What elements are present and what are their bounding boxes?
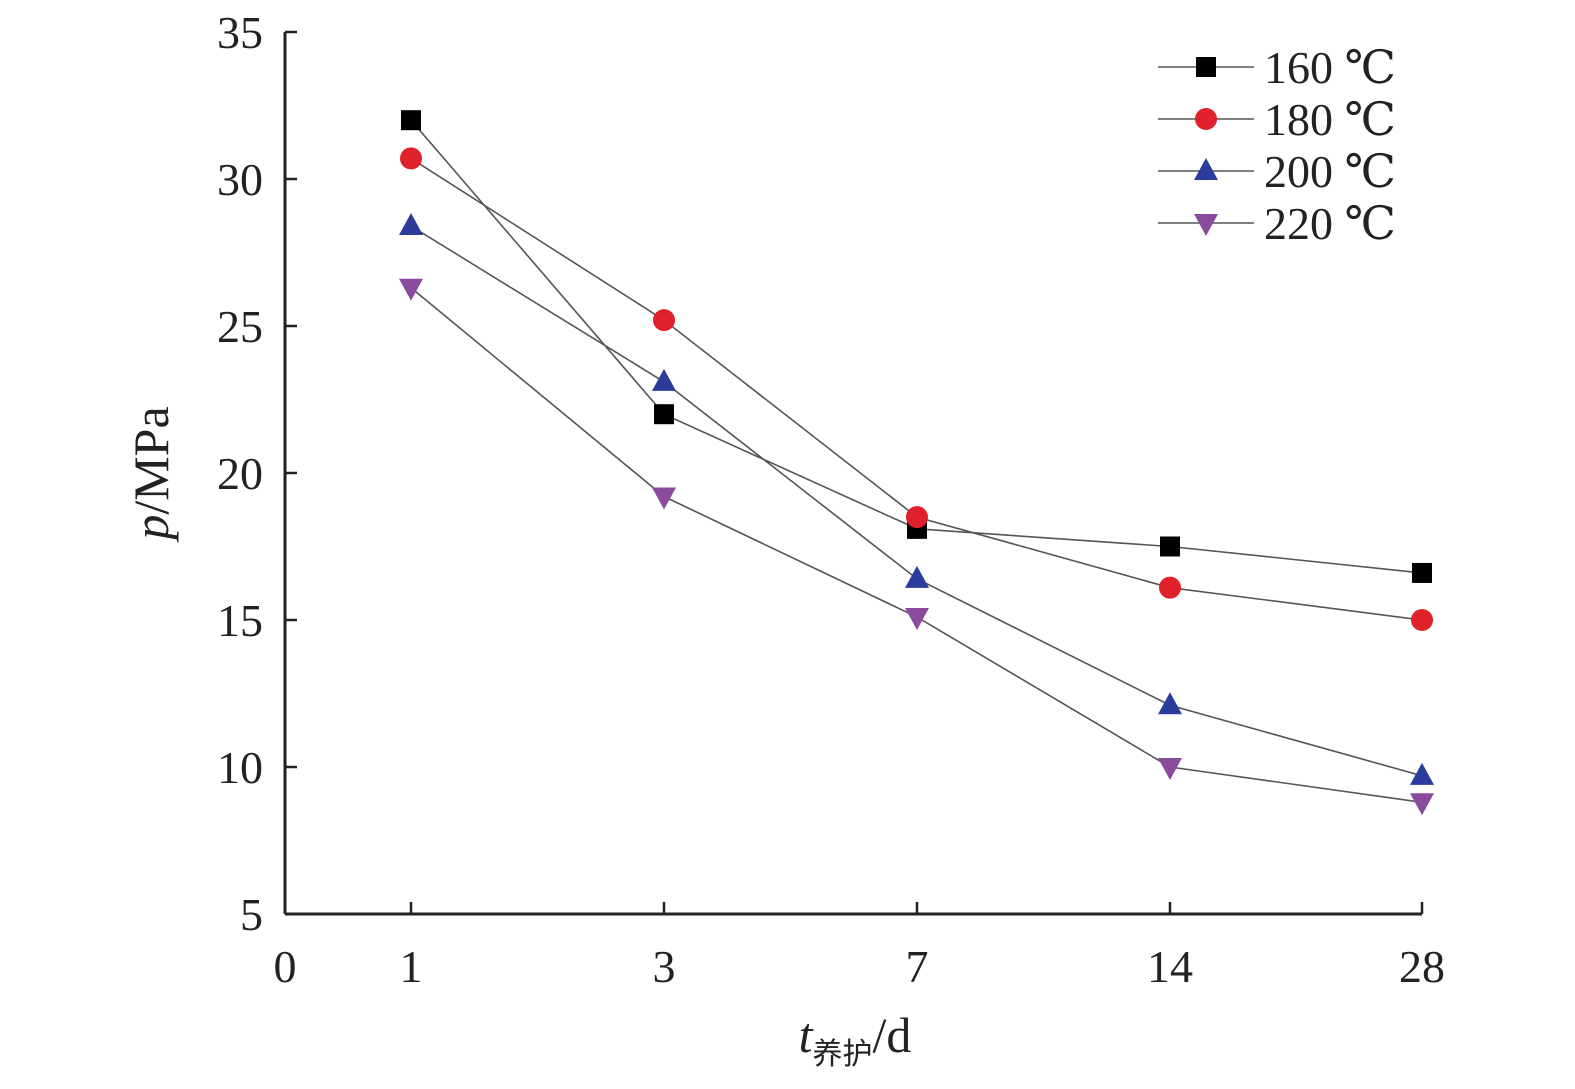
legend-marker [1194,214,1218,236]
series-4 [399,278,1434,816]
series-3 [399,213,1434,785]
y-tick-label: 30 [217,154,263,205]
data-point [906,506,928,529]
data-point [1160,536,1180,557]
x-tick-label: 14 [1147,941,1193,992]
legend-label: 180 ℃ [1264,94,1396,145]
legend-label: 220 ℃ [1264,198,1396,249]
data-point [1411,609,1433,631]
legend-item: 200 ℃ [1158,146,1396,197]
legend-item: 180 ℃ [1158,94,1396,145]
legend-marker [1196,57,1216,77]
data-point [1410,793,1434,816]
series-layer [399,110,1434,816]
x-axis-variable: t [799,1007,814,1063]
x-tick-label: 1 [400,941,423,992]
y-tick-label: 25 [217,301,263,352]
legend-marker [1195,108,1217,130]
legend-item: 220 ℃ [1158,198,1396,249]
series-line [410,287,1423,804]
data-point [1158,758,1182,780]
data-point [399,278,423,301]
data-point [400,147,422,170]
x-tick-label: 3 [653,941,676,992]
y-tick-label: 15 [217,595,263,646]
data-point [1410,762,1434,785]
axes: 5 10 15 20 25 30 35 0 1 3 7 14 28 [217,7,1445,992]
y-axis-variable: p [123,515,179,543]
y-tick-label: 5 [240,889,263,940]
series-2 [400,147,1433,631]
data-point [399,213,423,236]
data-point [652,487,676,510]
data-point [905,608,929,631]
y-tick-label: 35 [217,7,263,58]
legend-marker [1194,158,1218,180]
x-tick-label: 28 [1399,941,1445,992]
legend-label: 160 ℃ [1264,42,1396,93]
legend-label: 200 ℃ [1264,146,1396,197]
y-axis-unit: /MPa [123,406,179,514]
x-axis-subscript: 养护 [813,1038,873,1071]
y-tick-label: 10 [217,742,263,793]
legend-item: 160 ℃ [1158,42,1396,93]
x-origin-label: 0 [274,941,297,992]
y-tick-label: 20 [217,448,263,499]
x-axis-title: t养护/d [799,1007,912,1071]
data-point [653,309,675,332]
data-point [654,404,674,425]
data-point [1412,562,1432,583]
data-point [401,110,421,131]
x-axis-unit: /d [873,1007,912,1063]
x-tick-label: 7 [906,941,929,992]
data-point [1158,692,1182,715]
data-point [905,565,929,588]
series-line [410,225,1423,777]
data-point [652,368,676,391]
series-1 [401,110,1432,583]
data-point [1159,576,1181,599]
y-axis-title: p/MPa [123,406,179,542]
